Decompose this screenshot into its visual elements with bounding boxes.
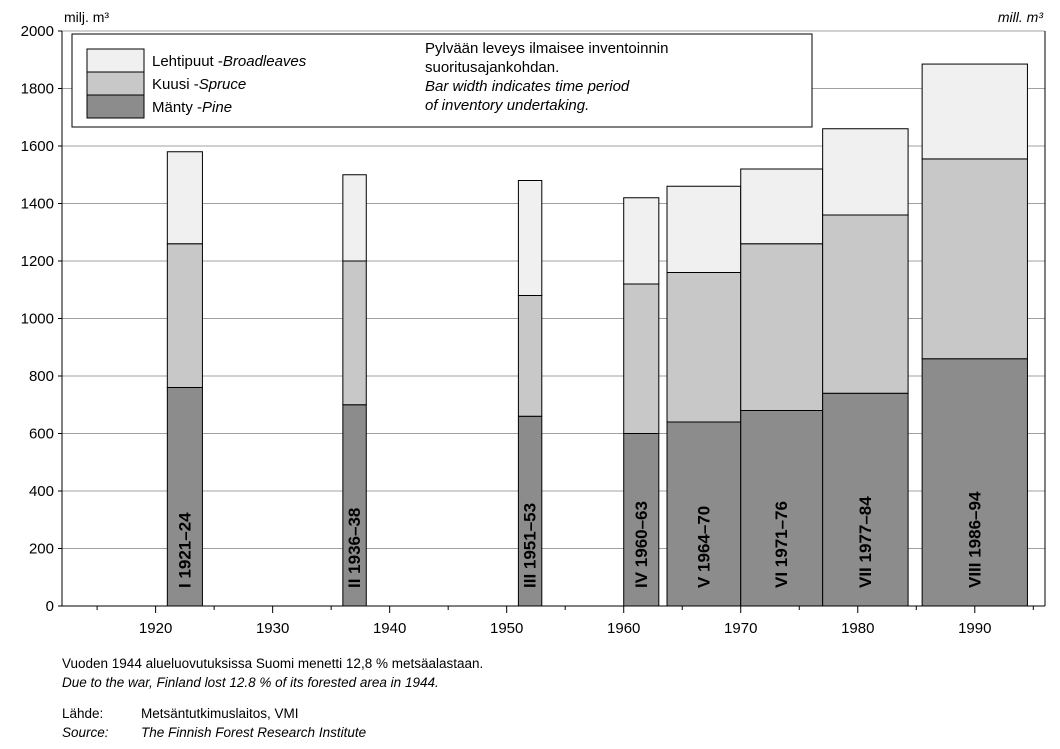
y-tick-label-1600: 1600 xyxy=(21,138,54,155)
bar-8-spruce xyxy=(921,158,1028,360)
legend-note-line-1: Pylvään leveys ilmaisee inventoinnin xyxy=(425,40,668,57)
legend-note-line-4: of inventory undertaking. xyxy=(425,97,589,114)
bar-label-3: III 1951–53 xyxy=(521,503,540,588)
bar-7-spruce xyxy=(822,214,909,394)
bar-3-spruce xyxy=(517,295,543,417)
legend-swatch-pine xyxy=(86,94,145,119)
x-tick-label-1960: 1960 xyxy=(607,620,640,637)
x-tick-label-1920: 1920 xyxy=(139,620,172,637)
source-row-en: Source: The Finnish Forest Research Inst… xyxy=(62,723,962,742)
bars: I 1921–24 II 1936–38 III 1951–53 IV 1960–63… xyxy=(166,63,1028,607)
bar-1-spruce xyxy=(166,243,203,388)
legend: Lehtipuut -Broadleaves Kuusi -Spruce Mänty… xyxy=(71,33,813,128)
y-tick-label-600: 600 xyxy=(29,426,54,443)
legend-swatch-broadleaves xyxy=(86,48,145,73)
bar-2-spruce xyxy=(342,260,367,406)
bar-6-pine xyxy=(740,410,824,607)
bar-6-spruce xyxy=(740,243,824,411)
legend-note-line-2: suoritusajankohdan. xyxy=(425,59,559,76)
x-tick-label-1950: 1950 xyxy=(490,620,523,637)
y-tick-label-2000: 2000 xyxy=(21,23,54,40)
y-tick-label-200: 200 xyxy=(29,541,54,558)
source-value-en: The Finnish Forest Research Institute xyxy=(141,725,367,740)
bar-7-broadleaves xyxy=(822,128,909,216)
bar-5-spruce xyxy=(666,272,742,423)
bar-label-2: II 1936–38 xyxy=(345,508,364,588)
bar-label-5: V 1964–70 xyxy=(694,506,713,588)
y-tick-label-0: 0 xyxy=(46,598,54,615)
y-unit-right: mill. m³ xyxy=(998,9,1043,25)
legend-swatch-spruce xyxy=(86,71,145,96)
bar-1-broadleaves xyxy=(166,151,203,245)
x-tick-label-1940: 1940 xyxy=(373,620,406,637)
source-value-fi: Metsäntutkimuslaitos, VMI xyxy=(141,706,299,721)
chart: I 1921–24 II 1936–38 III 1951–53 IV 1960–63… xyxy=(21,9,1046,650)
x-tick-label-1990: 1990 xyxy=(958,620,991,637)
war-note-en: Due to the war, Finland lost 12.8 % of i… xyxy=(62,675,439,690)
y-tick-label-1800: 1800 xyxy=(21,81,54,98)
source-key-en: Source: xyxy=(62,725,109,740)
y-tick-label-400: 400 xyxy=(29,483,54,500)
bar-3-broadleaves xyxy=(517,180,543,296)
bar-8-pine xyxy=(921,358,1028,607)
legend-box xyxy=(71,33,813,128)
bar-label-4: IV 1960–63 xyxy=(632,501,651,588)
bar-4-spruce xyxy=(623,283,660,434)
axes: 0 200 400 600 800 1000 1200 1400 1600 1800 2000 192… xyxy=(21,23,1046,637)
source-row-fi: Lähde: Metsäntutkimuslaitos, VMI xyxy=(62,704,962,723)
bar-8-broadleaves xyxy=(921,63,1028,160)
bar-label-7: VII 1977–84 xyxy=(856,496,875,588)
legend-label-broadleaves: Lehtipuut -Broadleaves xyxy=(152,53,307,70)
bar-label-8: VIII 1986–94 xyxy=(965,491,984,588)
y-tick-label-800: 800 xyxy=(29,368,54,385)
y-unit-left: milj. m³ xyxy=(64,9,109,25)
war-note-fi: Vuoden 1944 alueluovutuksissa Suomi mene… xyxy=(62,656,484,671)
bar-4-broadleaves xyxy=(623,197,660,285)
x-tick-label-1980: 1980 xyxy=(841,620,874,637)
footnotes: Vuoden 1944 alueluovutuksissa Suomi mene… xyxy=(62,654,962,742)
legend-note-line-3: Bar width indicates time period xyxy=(425,78,630,95)
bar-7-pine xyxy=(822,392,909,607)
y-tick-label-1400: 1400 xyxy=(21,196,54,213)
source-key-fi: Lähde: xyxy=(62,706,104,721)
x-tick-label-1970: 1970 xyxy=(724,620,757,637)
x-axis-label: Vuosi -Year xyxy=(955,649,1033,650)
x-tick-label-1930: 1930 xyxy=(256,620,289,637)
bar-2-broadleaves xyxy=(342,174,367,262)
bar-label-6: VI 1971–76 xyxy=(772,501,791,588)
legend-label-spruce: Kuusi -Spruce xyxy=(152,76,246,93)
bar-label-1: I 1921–24 xyxy=(175,512,194,588)
y-tick-label-1200: 1200 xyxy=(21,253,54,270)
bar-6-broadleaves xyxy=(740,168,824,245)
legend-label-pine: Mänty -Pine xyxy=(152,99,232,116)
y-tick-label-1000: 1000 xyxy=(21,311,54,328)
bar-5-broadleaves xyxy=(666,185,742,273)
